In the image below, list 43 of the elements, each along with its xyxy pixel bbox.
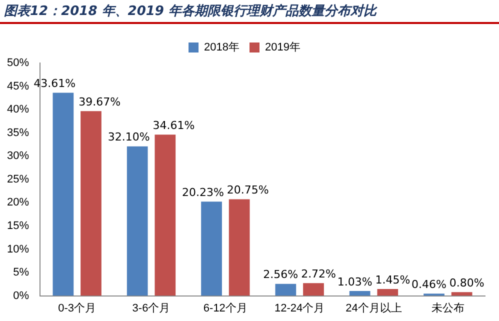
x-tick-label: 3-6个月 [132, 302, 170, 314]
legend-label: 2019年 [265, 42, 300, 54]
x-tick-label: 12-24个月 [274, 302, 325, 314]
y-tick-label: 30% [6, 150, 30, 162]
y-tick-label: 20% [6, 196, 30, 209]
x-tick-label: 6-12个月 [203, 302, 248, 314]
bar [126, 146, 148, 296]
data-label: 0.80% [449, 276, 484, 290]
chart-title: 图表12：2018 年、2019 年各期限银行理财产品数量分布对比 [4, 2, 377, 20]
x-tick-label: 24个月以上 [346, 301, 402, 314]
bar [228, 199, 250, 296]
data-label: 20.23% [182, 186, 224, 199]
data-label: 39.67% [78, 95, 121, 108]
bar [377, 289, 398, 296]
data-label: 1.45% [375, 273, 410, 286]
data-label: 1.03% [337, 275, 372, 288]
bar [303, 283, 324, 296]
bar [154, 134, 176, 296]
data-label: 20.75% [226, 184, 269, 197]
data-label: 43.61% [34, 77, 76, 90]
data-label: 2.56% [263, 268, 298, 282]
x-tick-label: 未公布 [431, 301, 464, 314]
y-tick-label: 40% [6, 104, 30, 116]
bar [52, 92, 74, 296]
legend-label: 2018年 [204, 42, 240, 54]
bar [349, 291, 370, 296]
x-tick-label: 0-3个月 [58, 302, 96, 314]
y-tick-label: 0% [13, 290, 30, 302]
y-tick-label: 5% [13, 266, 30, 279]
data-label: 34.61% [152, 119, 195, 132]
y-tick-label: 10% [6, 243, 30, 256]
y-tick-label: 45% [6, 80, 30, 92]
data-label: 32.10% [108, 130, 150, 144]
y-tick-label: 25% [6, 173, 30, 186]
bar [201, 202, 222, 296]
y-tick-label: 35% [6, 126, 30, 139]
bar [451, 292, 472, 296]
data-label: 0.46% [411, 278, 446, 292]
y-tick-label: 15% [6, 220, 30, 232]
data-label: 2.72% [301, 267, 336, 280]
y-tick-label: 50% [6, 57, 30, 70]
bar [275, 284, 296, 296]
bar [80, 111, 102, 296]
